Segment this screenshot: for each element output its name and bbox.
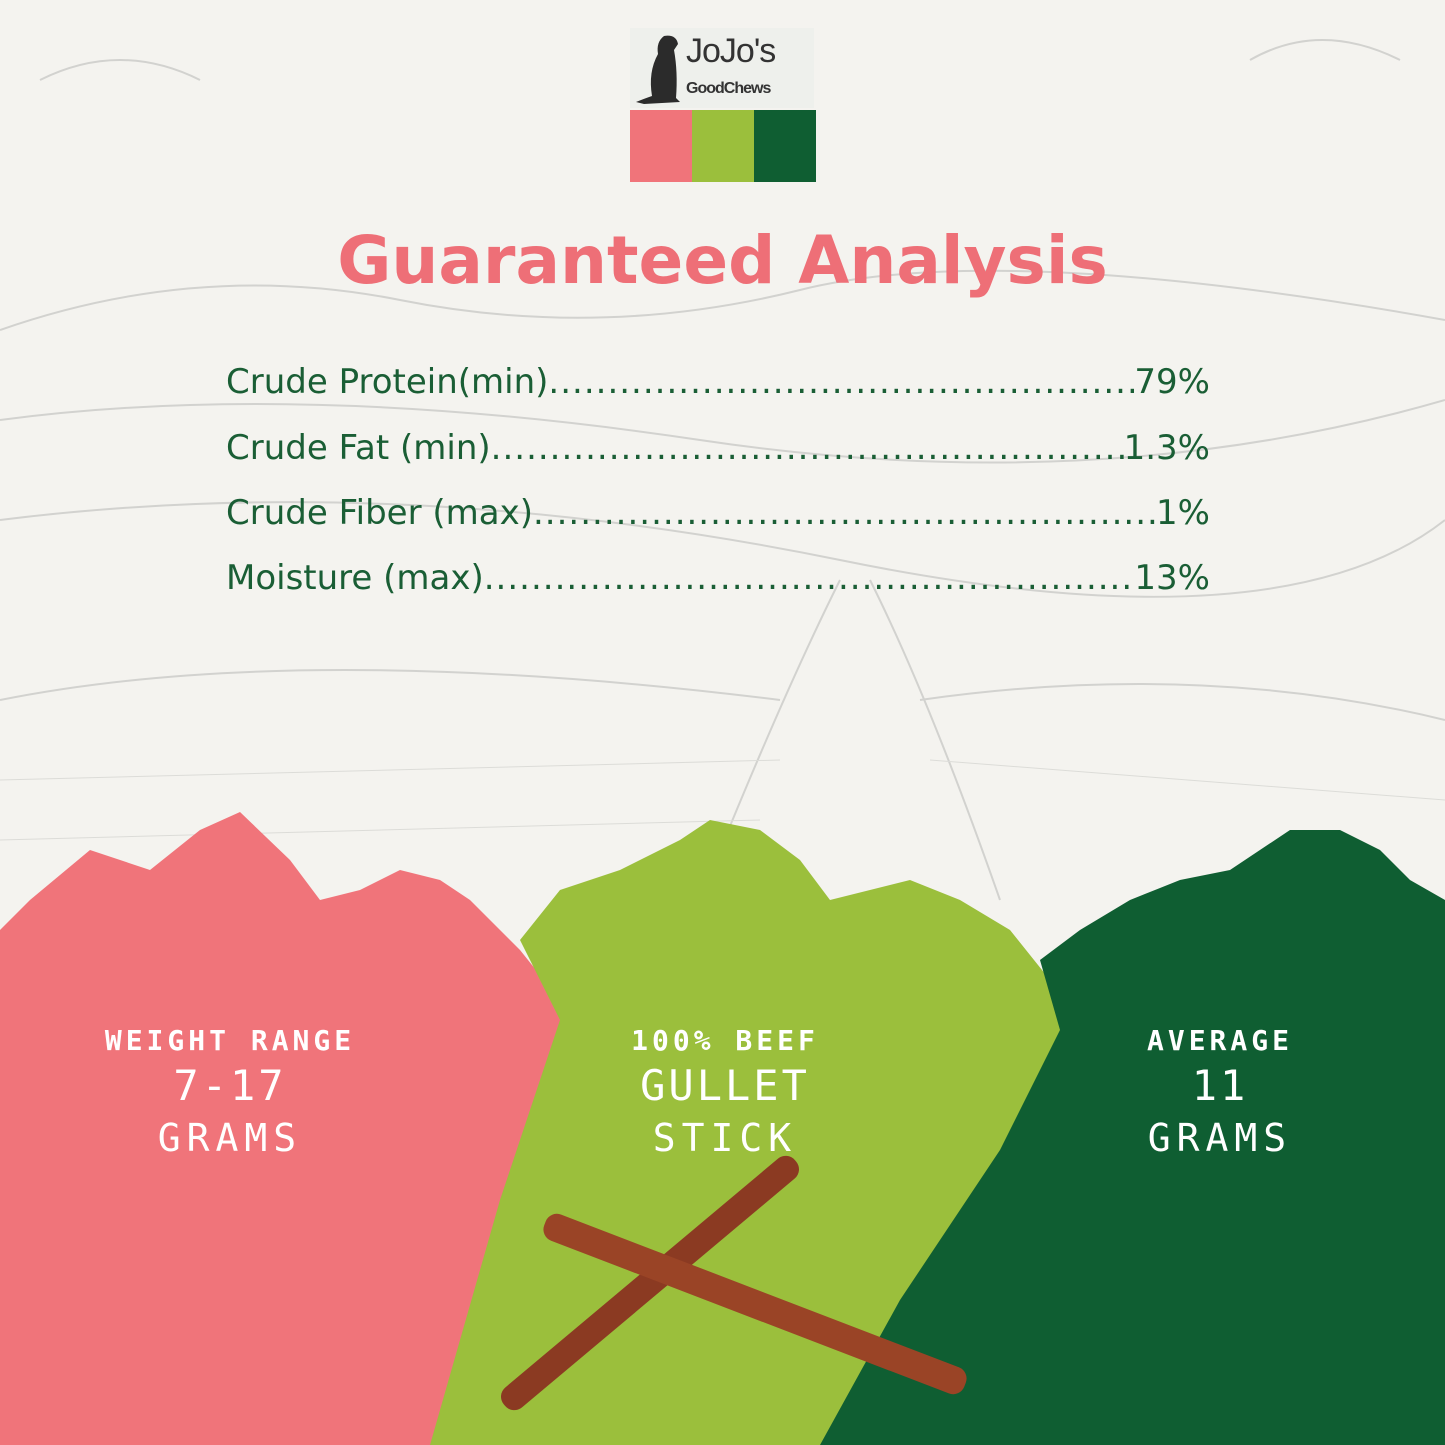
logo-goodchews-text: GoodChews: [686, 80, 771, 97]
gullet-stick-2: [543, 1213, 967, 1395]
dot-leader: ........................................…: [533, 493, 1156, 533]
panel-unit: GRAMS: [157, 1116, 303, 1160]
panel-heading: 100% BEEF: [631, 1024, 819, 1057]
brand-logo: JoJo's GoodChews: [630, 28, 816, 182]
pink-brush-panel: [0, 812, 585, 1445]
logo-jojo-text: JoJo's: [686, 32, 776, 70]
dark-green-brush-panel: [820, 830, 1445, 1445]
panel-value: 7-17: [173, 1061, 287, 1110]
dot-leader: ........................................…: [483, 558, 1135, 598]
panel-unit: GRAMS: [1147, 1116, 1293, 1160]
analysis-label: Crude Protein(min): [226, 362, 549, 402]
panel-unit: STICK: [652, 1116, 798, 1160]
dog-silhouette-icon: [636, 35, 680, 104]
swatch-light-green: [692, 110, 754, 182]
dot-leader: ........................................…: [548, 362, 1134, 402]
analysis-label: Crude Fat (min): [226, 428, 491, 468]
panel-value: 11: [1191, 1061, 1249, 1110]
analysis-value: 1%: [1156, 493, 1210, 533]
panel-heading: AVERAGE: [1146, 1024, 1293, 1057]
logo-wordmark-area: JoJo's GoodChews: [630, 28, 814, 108]
analysis-row: Crude Fat (min).........................…: [226, 428, 1210, 468]
beef-gullet-panel: 100% BEEF GULLET STICK: [575, 1024, 875, 1160]
swatch-pink: [630, 110, 692, 182]
analysis-value: 1.3%: [1123, 428, 1210, 468]
gullet-stick-1: [501, 1155, 799, 1411]
analysis-label: Crude Fiber (max): [226, 493, 533, 533]
page-title: Guaranteed Analysis: [337, 222, 1108, 299]
analysis-row: Crude Fiber (max).......................…: [226, 493, 1210, 533]
analysis-label: Moisture (max): [226, 558, 484, 598]
analysis-row: Crude Protein(min)......................…: [226, 362, 1210, 402]
analysis-row: Moisture (max)..........................…: [226, 558, 1210, 598]
gullet-stick-image: [501, 1155, 967, 1411]
panel-heading: WEIGHT RANGE: [104, 1024, 356, 1057]
analysis-value: 13%: [1134, 558, 1210, 598]
swatch-dark-green: [754, 110, 816, 182]
analysis-value: 79%: [1134, 362, 1210, 402]
weight-range-panel: WEIGHT RANGE 7-17 GRAMS: [80, 1024, 380, 1160]
panel-value: GULLET: [640, 1061, 810, 1110]
dot-leader: ........................................…: [490, 428, 1124, 468]
average-weight-panel: AVERAGE 11 GRAMS: [1070, 1024, 1370, 1160]
